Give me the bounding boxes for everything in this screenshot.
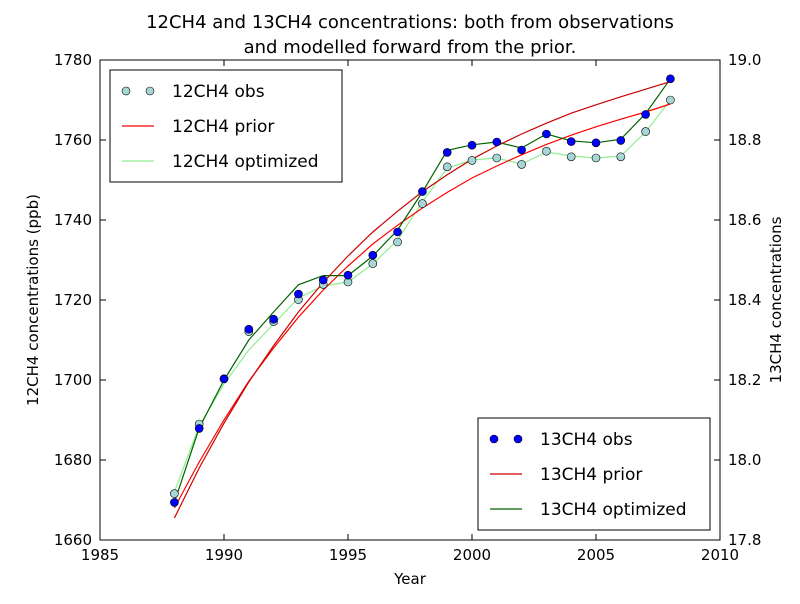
data-point-12ch4-obs xyxy=(418,199,427,208)
y-right-tick-label: 18.0 xyxy=(728,451,761,469)
data-point-13ch4-obs xyxy=(269,314,278,324)
x-tick-label: 1985 xyxy=(81,546,119,564)
x-tick-label: 1990 xyxy=(205,546,243,564)
y-axis-label-left: 12CH4 concentrations (ppb) xyxy=(24,194,42,406)
data-point-12ch4-obs xyxy=(517,160,526,169)
data-point-12ch4-obs xyxy=(393,237,402,247)
legend-13ch4: 13CH4 obs 13CH4 prior 13CH4 optimized xyxy=(477,417,711,531)
x-tick-label: 2005 xyxy=(577,546,615,564)
data-point-13ch4-obs xyxy=(219,374,229,384)
y-right-tick-label: 18.2 xyxy=(728,371,761,389)
data-point-13ch4-obs xyxy=(467,140,477,150)
y-left-tick-label: 1740 xyxy=(54,211,92,229)
y-right-tick-label: 18.4 xyxy=(728,291,761,309)
y-right-tick-label: 17.8 xyxy=(728,531,761,549)
y-right-tick-label: 19.0 xyxy=(728,51,761,69)
x-axis-label: Year xyxy=(393,570,427,588)
data-point-13ch4-obs xyxy=(442,148,452,157)
data-point-12ch4-obs xyxy=(641,127,650,136)
data-point-13ch4-obs xyxy=(244,324,254,334)
data-point-12ch4-obs xyxy=(566,152,576,162)
chart-title-line2: and modelled forward from the prior. xyxy=(244,37,577,58)
data-point-13ch4-obs xyxy=(591,138,601,148)
legend-13ch4-entry-marker xyxy=(489,434,499,444)
data-point-13ch4-obs xyxy=(418,187,427,196)
data-point-13ch4-obs xyxy=(641,110,650,119)
chart-title-line1: 12CH4 and 13CH4 concentrations: both fro… xyxy=(146,12,674,33)
legend-12ch4-entry-label: 12CH4 optimized xyxy=(172,152,319,172)
x-tick-label: 1995 xyxy=(329,546,367,564)
legend-13ch4-entry-label: 13CH4 optimized xyxy=(540,500,687,520)
y-left-tick-label: 1700 xyxy=(54,371,92,389)
y-right-tick-label: 18.6 xyxy=(728,211,761,229)
data-point-12ch4-obs xyxy=(492,153,502,163)
data-point-13ch4-obs xyxy=(294,289,303,299)
legend-13ch4-entry-label: 13CH4 prior xyxy=(540,465,642,485)
y-left-tick-label: 1780 xyxy=(54,51,92,69)
data-point-12ch4-obs xyxy=(591,153,601,163)
data-point-12ch4-obs xyxy=(542,146,551,156)
data-point-13ch4-obs xyxy=(542,129,551,139)
x-tick-label: 2010 xyxy=(701,546,739,564)
legend-12ch4-entry-label: 12CH4 obs xyxy=(172,82,265,102)
data-point-13ch4-obs xyxy=(194,424,204,433)
legend-12ch4-entry-label: 12CH4 prior xyxy=(172,117,274,137)
data-point-12ch4-obs xyxy=(442,162,452,172)
data-point-12ch4-obs xyxy=(616,152,626,162)
legend-12ch4: 12CH4 obs 12CH4 prior 12CH4 optimized xyxy=(109,69,343,183)
y-left-tick-label: 1680 xyxy=(54,451,92,469)
data-point-13ch4-obs xyxy=(566,137,576,146)
y-left-tick-label: 1720 xyxy=(54,291,92,309)
data-point-12ch4-obs xyxy=(666,95,675,105)
data-point-13ch4-obs xyxy=(170,498,179,507)
data-point-13ch4-obs xyxy=(393,227,402,237)
data-point-13ch4-obs xyxy=(517,145,526,155)
data-point-13ch4-obs xyxy=(318,275,328,285)
data-point-13ch4-obs xyxy=(616,136,626,145)
data-point-12ch4-obs xyxy=(467,156,477,165)
legend-12ch4-entry-marker xyxy=(145,86,155,96)
y-left-tick-label: 1660 xyxy=(54,531,92,549)
legend-13ch4-entry-label: 13CH4 obs xyxy=(540,430,633,450)
x-tick-label: 2000 xyxy=(453,546,491,564)
y-right-tick-label: 18.8 xyxy=(728,131,761,149)
legend-12ch4-entry-marker xyxy=(121,86,131,96)
data-point-13ch4-obs xyxy=(368,250,378,260)
data-point-13ch4-obs xyxy=(343,270,353,280)
data-point-13ch4-obs xyxy=(492,137,502,147)
y-left-tick-label: 1760 xyxy=(54,131,92,149)
data-point-13ch4-obs xyxy=(666,74,675,84)
y-axis-label-right: 13CH4 concentrations xyxy=(767,216,785,383)
data-point-12ch4-obs xyxy=(170,489,179,498)
data-point-12ch4-obs xyxy=(368,259,378,268)
legend-13ch4-entry-marker xyxy=(513,434,523,444)
